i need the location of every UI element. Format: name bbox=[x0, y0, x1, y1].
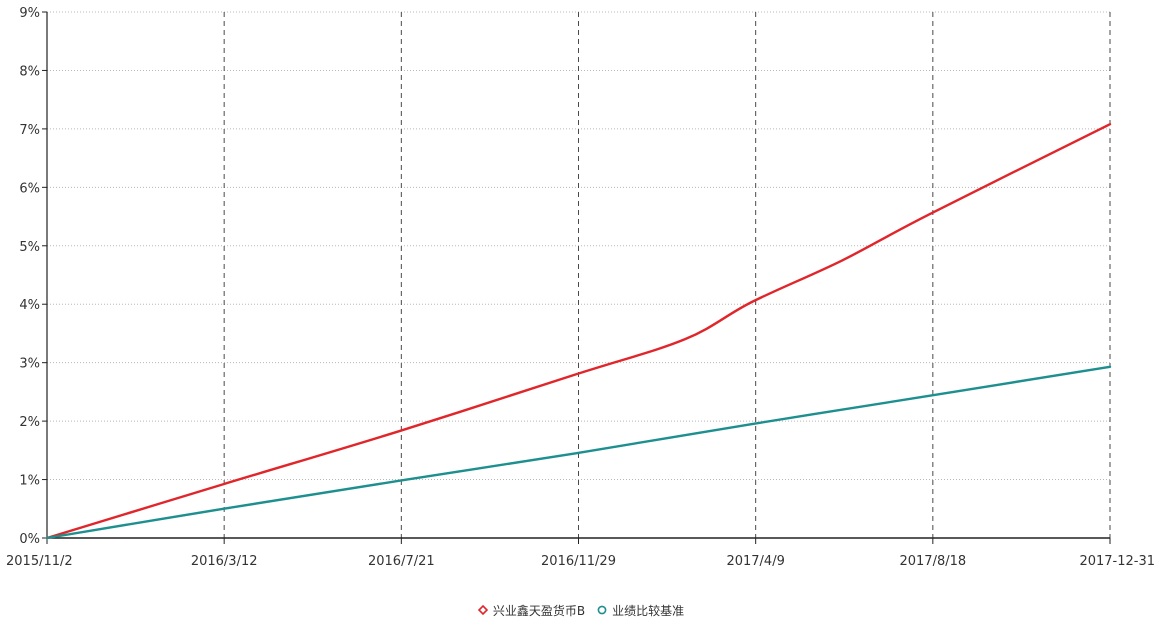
x-tick-label: 2017/8/18 bbox=[899, 554, 966, 569]
y-tick-label: 4% bbox=[19, 298, 40, 313]
y-tick-label: 3% bbox=[19, 357, 40, 372]
y-tick-label: 5% bbox=[19, 240, 40, 255]
y-tick-label: 9% bbox=[19, 6, 40, 21]
x-tick-label: 2016/7/21 bbox=[368, 554, 435, 569]
y-tick-label: 2% bbox=[19, 415, 40, 430]
x-tick-label: 2017/4/9 bbox=[726, 554, 784, 569]
x-tick-label: 2016/11/29 bbox=[541, 554, 616, 569]
line-chart: 0% 1% 2% 3% 4% 5% 6% 7% 8% 9% 2015/11/2 2016/3/12 20… bbox=[6, 6, 1155, 569]
legend-label-series-2: 业绩比较基准 bbox=[612, 603, 685, 618]
x-tick-label: 2017-12-31 bbox=[1079, 554, 1155, 569]
diamond-marker-icon bbox=[477, 605, 488, 615]
series-line-1 bbox=[45, 123, 1112, 540]
legend-item-series-2[interactable]: 业绩比较基准 bbox=[597, 602, 684, 619]
y-tick-label: 8% bbox=[19, 64, 40, 79]
x-tick-label: 2016/3/12 bbox=[191, 554, 258, 569]
y-tick-label: 6% bbox=[19, 181, 40, 196]
circle-marker-icon bbox=[597, 605, 607, 615]
legend-item-series-1[interactable]: 兴业鑫天盈货币B bbox=[477, 602, 586, 619]
tick-labels: 0% 1% 2% 3% 4% 5% 6% 7% 8% 9% 2015/11/2 2016/3/12 20… bbox=[6, 6, 1155, 569]
series-line-2 bbox=[45, 365, 1112, 540]
y-tick-label: 7% bbox=[19, 123, 40, 138]
grid bbox=[47, 11, 1111, 538]
legend: 兴业鑫天盈货币B 业绩比较基准 bbox=[0, 599, 1162, 621]
series-lines bbox=[45, 123, 1112, 540]
axes bbox=[42, 11, 1111, 544]
x-tick-label: 2015/11/2 bbox=[6, 554, 73, 569]
y-tick-label: 0% bbox=[19, 532, 40, 547]
legend-label-series-1: 兴业鑫天盈货币B bbox=[492, 603, 586, 618]
y-tick-label: 1% bbox=[19, 474, 40, 489]
